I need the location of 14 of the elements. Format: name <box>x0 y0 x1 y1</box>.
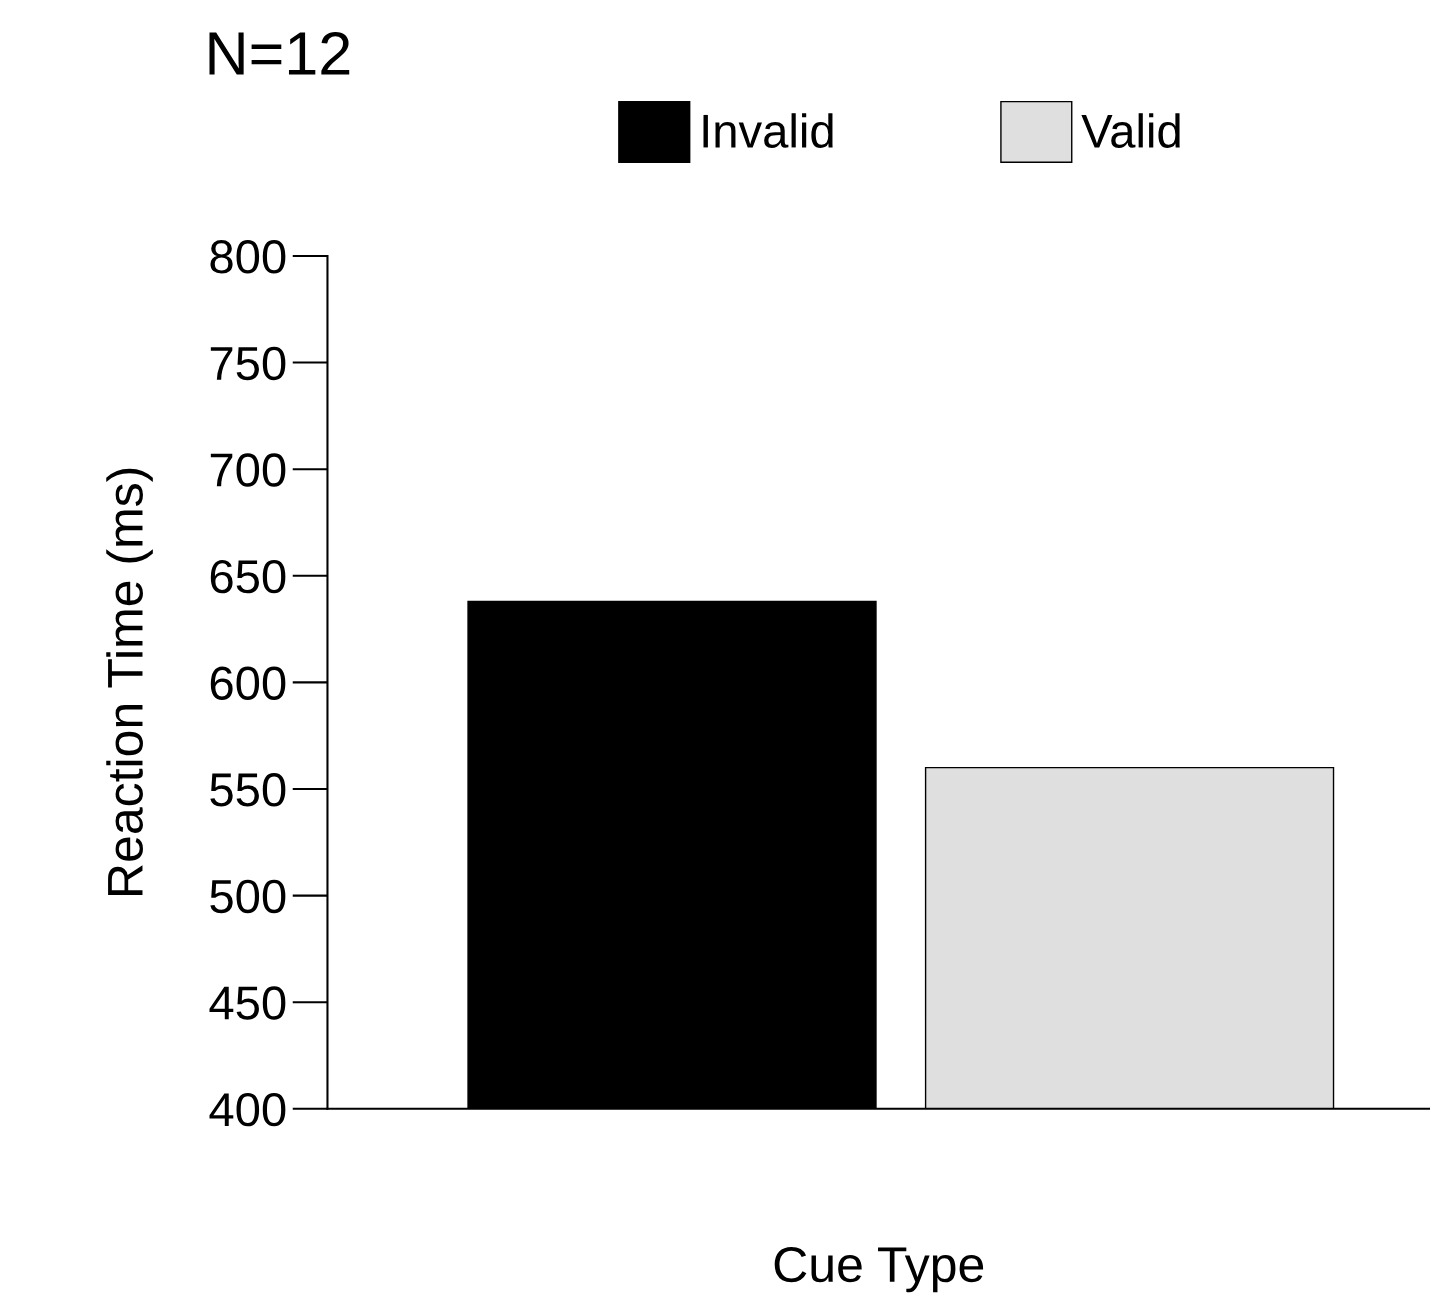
y-tick-label: 800 <box>210 240 286 274</box>
legend-label: Valid <box>1081 113 1180 148</box>
y-tick-label: 750 <box>210 346 286 381</box>
y-tick-label: 600 <box>210 666 286 700</box>
y-tick-label: 650 <box>210 559 286 594</box>
y-tick-label: 550 <box>210 773 286 807</box>
legend-label: Invalid <box>703 113 833 148</box>
y-tick-label: 700 <box>210 453 286 487</box>
y-tick-label: 400 <box>209 1092 286 1127</box>
y-axis-title: Reaction Time (ms) <box>106 468 153 895</box>
y-tick-label: 500 <box>210 879 286 914</box>
x-axis-title: Cue Type <box>774 1246 984 1293</box>
y-tick-label: 450 <box>209 986 286 1020</box>
chart-title: N=12 <box>209 31 350 75</box>
